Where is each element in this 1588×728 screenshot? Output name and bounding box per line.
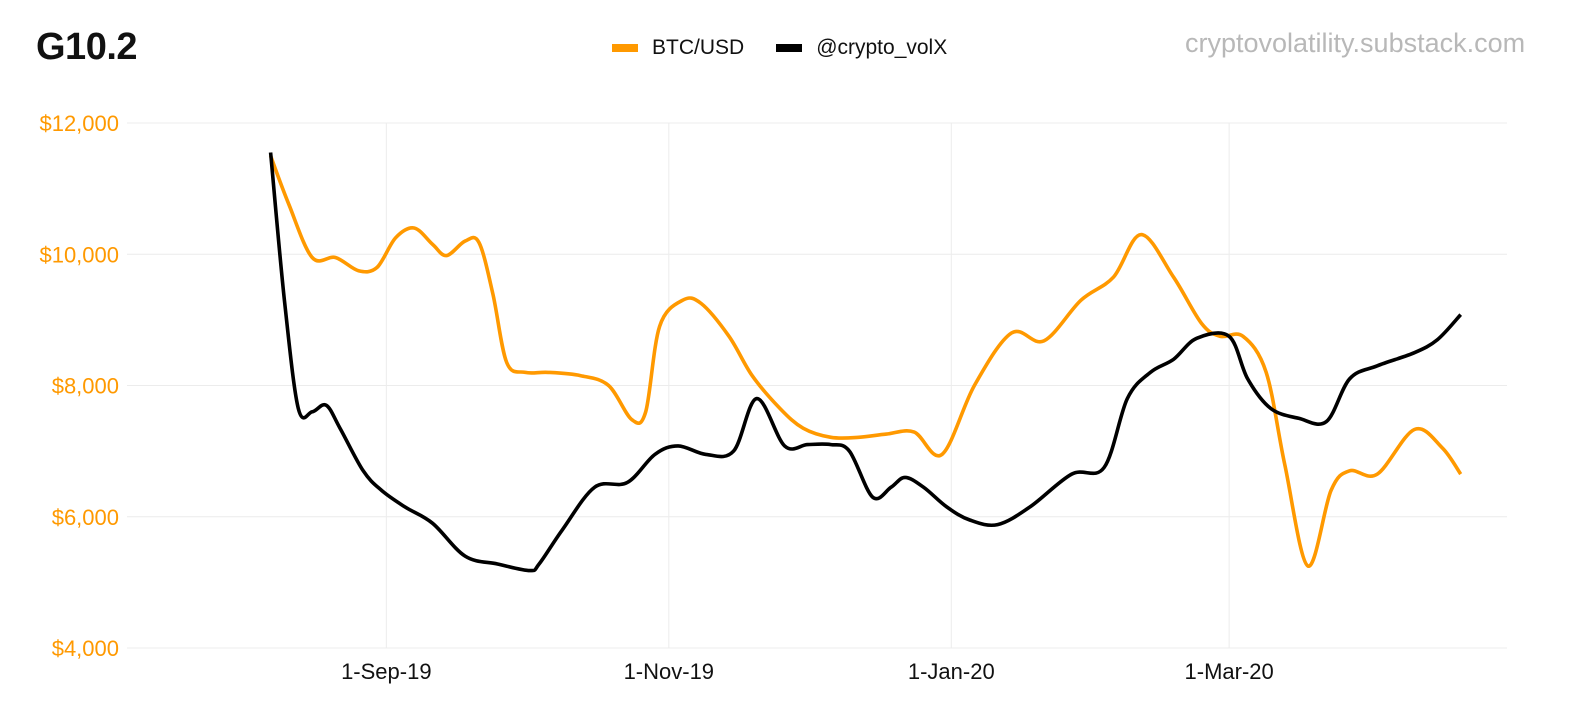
legend-swatch-volx (776, 44, 803, 52)
y-tick-label-2: $8,000 (52, 374, 119, 399)
crypto-volx-line (268, 152, 1463, 573)
x-tick-label-0: 1-Sep-19 (341, 659, 432, 684)
source-credit: cryptovolatility.substack.com (1185, 28, 1526, 58)
y-tick-label-4: $12,000 (39, 111, 119, 136)
x-tick-label-3: 1-Mar-20 (1185, 659, 1274, 684)
btc-usd-line (268, 155, 1463, 568)
legend-label-btc: BTC/USD (652, 36, 745, 59)
x-tick-label-2: 1-Jan-20 (908, 659, 995, 684)
legend-item-volx: @crypto_volX (776, 36, 947, 60)
y-tick-label-1: $6,000 (52, 505, 119, 530)
y-tick-label-3: $10,000 (39, 242, 119, 267)
chart-title: G10.2 (36, 26, 138, 68)
y-tick-label-0: $4,000 (52, 636, 119, 661)
legend: BTC/USD @crypto_volX (612, 36, 947, 60)
legend-item-btc: BTC/USD (612, 36, 744, 60)
x-tick-label-1: 1-Nov-19 (624, 659, 714, 684)
legend-label-volx: @crypto_volX (816, 36, 948, 59)
legend-swatch-btc (612, 44, 638, 52)
